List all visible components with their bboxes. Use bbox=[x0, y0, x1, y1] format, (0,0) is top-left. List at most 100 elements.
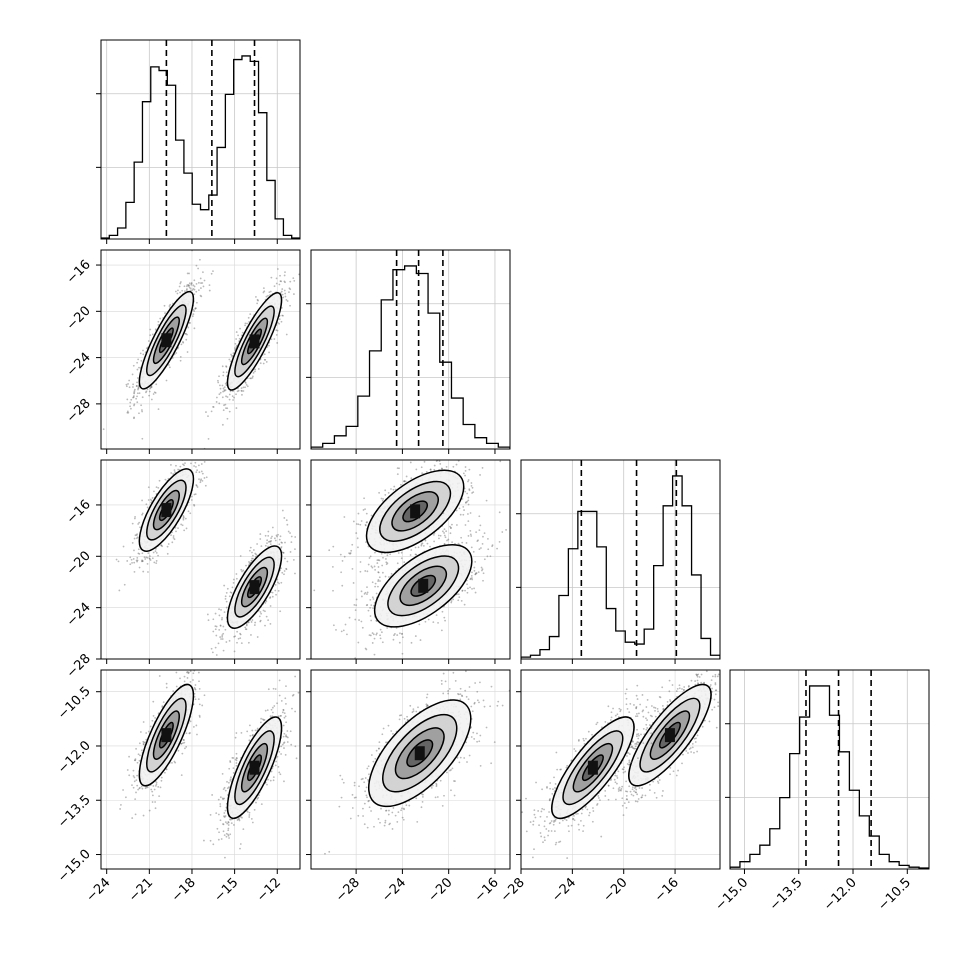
sample-point bbox=[131, 559, 133, 561]
sample-point bbox=[265, 535, 267, 537]
sample-point bbox=[424, 461, 426, 463]
sample-point bbox=[183, 464, 185, 466]
sample-point bbox=[348, 552, 350, 554]
sample-point bbox=[470, 457, 472, 459]
sample-point bbox=[236, 573, 238, 575]
sample-point bbox=[283, 552, 285, 554]
sample-point bbox=[167, 553, 169, 555]
sample-point bbox=[360, 561, 362, 563]
sample-point bbox=[282, 510, 284, 512]
sample-point bbox=[281, 321, 283, 323]
sample-point bbox=[248, 317, 250, 319]
sample-point bbox=[340, 571, 342, 573]
sample-point bbox=[465, 470, 467, 472]
sample-point bbox=[206, 458, 208, 460]
sample-point bbox=[263, 363, 265, 365]
sample-point bbox=[284, 293, 286, 295]
sample-point bbox=[467, 520, 469, 522]
sample-point bbox=[288, 291, 290, 293]
sample-point bbox=[382, 557, 384, 559]
sample-point bbox=[153, 562, 155, 564]
sample-point bbox=[270, 277, 272, 279]
sample-point bbox=[165, 479, 167, 481]
sample-point bbox=[462, 506, 464, 508]
sample-point bbox=[215, 647, 217, 649]
sample-point bbox=[433, 469, 435, 471]
sample-point bbox=[167, 546, 169, 548]
sample-point bbox=[450, 527, 452, 529]
sample-point bbox=[147, 552, 149, 554]
sample-point bbox=[263, 287, 265, 289]
sample-point bbox=[470, 533, 472, 535]
density-1-0 bbox=[101, 248, 305, 449]
sample-point bbox=[196, 302, 198, 304]
sample-point bbox=[207, 614, 209, 616]
sample-point bbox=[232, 395, 234, 397]
sample-point bbox=[266, 542, 268, 544]
sample-point bbox=[199, 259, 201, 261]
sample-point bbox=[188, 510, 190, 512]
sample-point bbox=[390, 488, 392, 490]
sample-point bbox=[379, 580, 381, 582]
sample-point bbox=[190, 284, 192, 286]
sample-point bbox=[210, 440, 212, 442]
sample-point bbox=[184, 285, 186, 287]
sample-point bbox=[241, 390, 243, 392]
sample-point bbox=[239, 633, 241, 635]
sample-point bbox=[276, 534, 278, 536]
sample-point bbox=[471, 451, 473, 453]
sample-point bbox=[189, 282, 191, 284]
sample-point bbox=[129, 405, 131, 407]
sample-point bbox=[186, 284, 188, 286]
sample-point bbox=[441, 468, 443, 470]
sample-point bbox=[281, 542, 283, 544]
sample-point bbox=[180, 360, 182, 362]
sample-point bbox=[254, 622, 256, 624]
sample-point bbox=[446, 466, 448, 468]
sample-point bbox=[144, 556, 146, 558]
sample-point bbox=[433, 534, 435, 536]
sample-point bbox=[236, 631, 238, 633]
sample-point bbox=[180, 356, 182, 358]
sample-point bbox=[134, 571, 136, 573]
sample-point bbox=[350, 552, 352, 554]
sample-point bbox=[196, 469, 198, 471]
sample-point bbox=[221, 619, 223, 621]
sample-point bbox=[438, 535, 440, 537]
sample-point bbox=[376, 562, 378, 564]
sample-point bbox=[218, 608, 220, 610]
sample-point bbox=[365, 648, 367, 650]
sample-point bbox=[474, 570, 476, 572]
sample-point bbox=[138, 367, 140, 369]
sample-point bbox=[132, 374, 134, 376]
histogram-step bbox=[311, 266, 510, 449]
sample-point bbox=[246, 323, 248, 325]
sample-point bbox=[152, 333, 154, 335]
sample-point bbox=[155, 383, 157, 385]
sample-point bbox=[275, 540, 277, 542]
sample-point bbox=[466, 542, 468, 544]
sample-point bbox=[137, 552, 139, 554]
sample-point bbox=[142, 353, 144, 355]
sample-point bbox=[467, 513, 469, 515]
sample-point bbox=[294, 536, 296, 538]
sample-point bbox=[158, 408, 160, 410]
sample-point bbox=[240, 569, 242, 571]
sample-point bbox=[481, 567, 483, 569]
sample-point bbox=[332, 546, 334, 548]
sample-point bbox=[180, 281, 182, 283]
sample-point bbox=[198, 282, 200, 284]
sample-point bbox=[138, 548, 140, 550]
sample-point bbox=[225, 641, 227, 643]
sample-point bbox=[276, 278, 278, 280]
sample-point bbox=[149, 555, 151, 557]
sample-point bbox=[244, 626, 246, 628]
sample-point bbox=[142, 350, 144, 352]
sample-point bbox=[201, 471, 203, 473]
sample-point bbox=[135, 398, 137, 400]
sample-point bbox=[401, 552, 403, 554]
sample-point bbox=[232, 399, 234, 401]
sample-point bbox=[151, 399, 153, 401]
sample-point bbox=[250, 377, 252, 379]
